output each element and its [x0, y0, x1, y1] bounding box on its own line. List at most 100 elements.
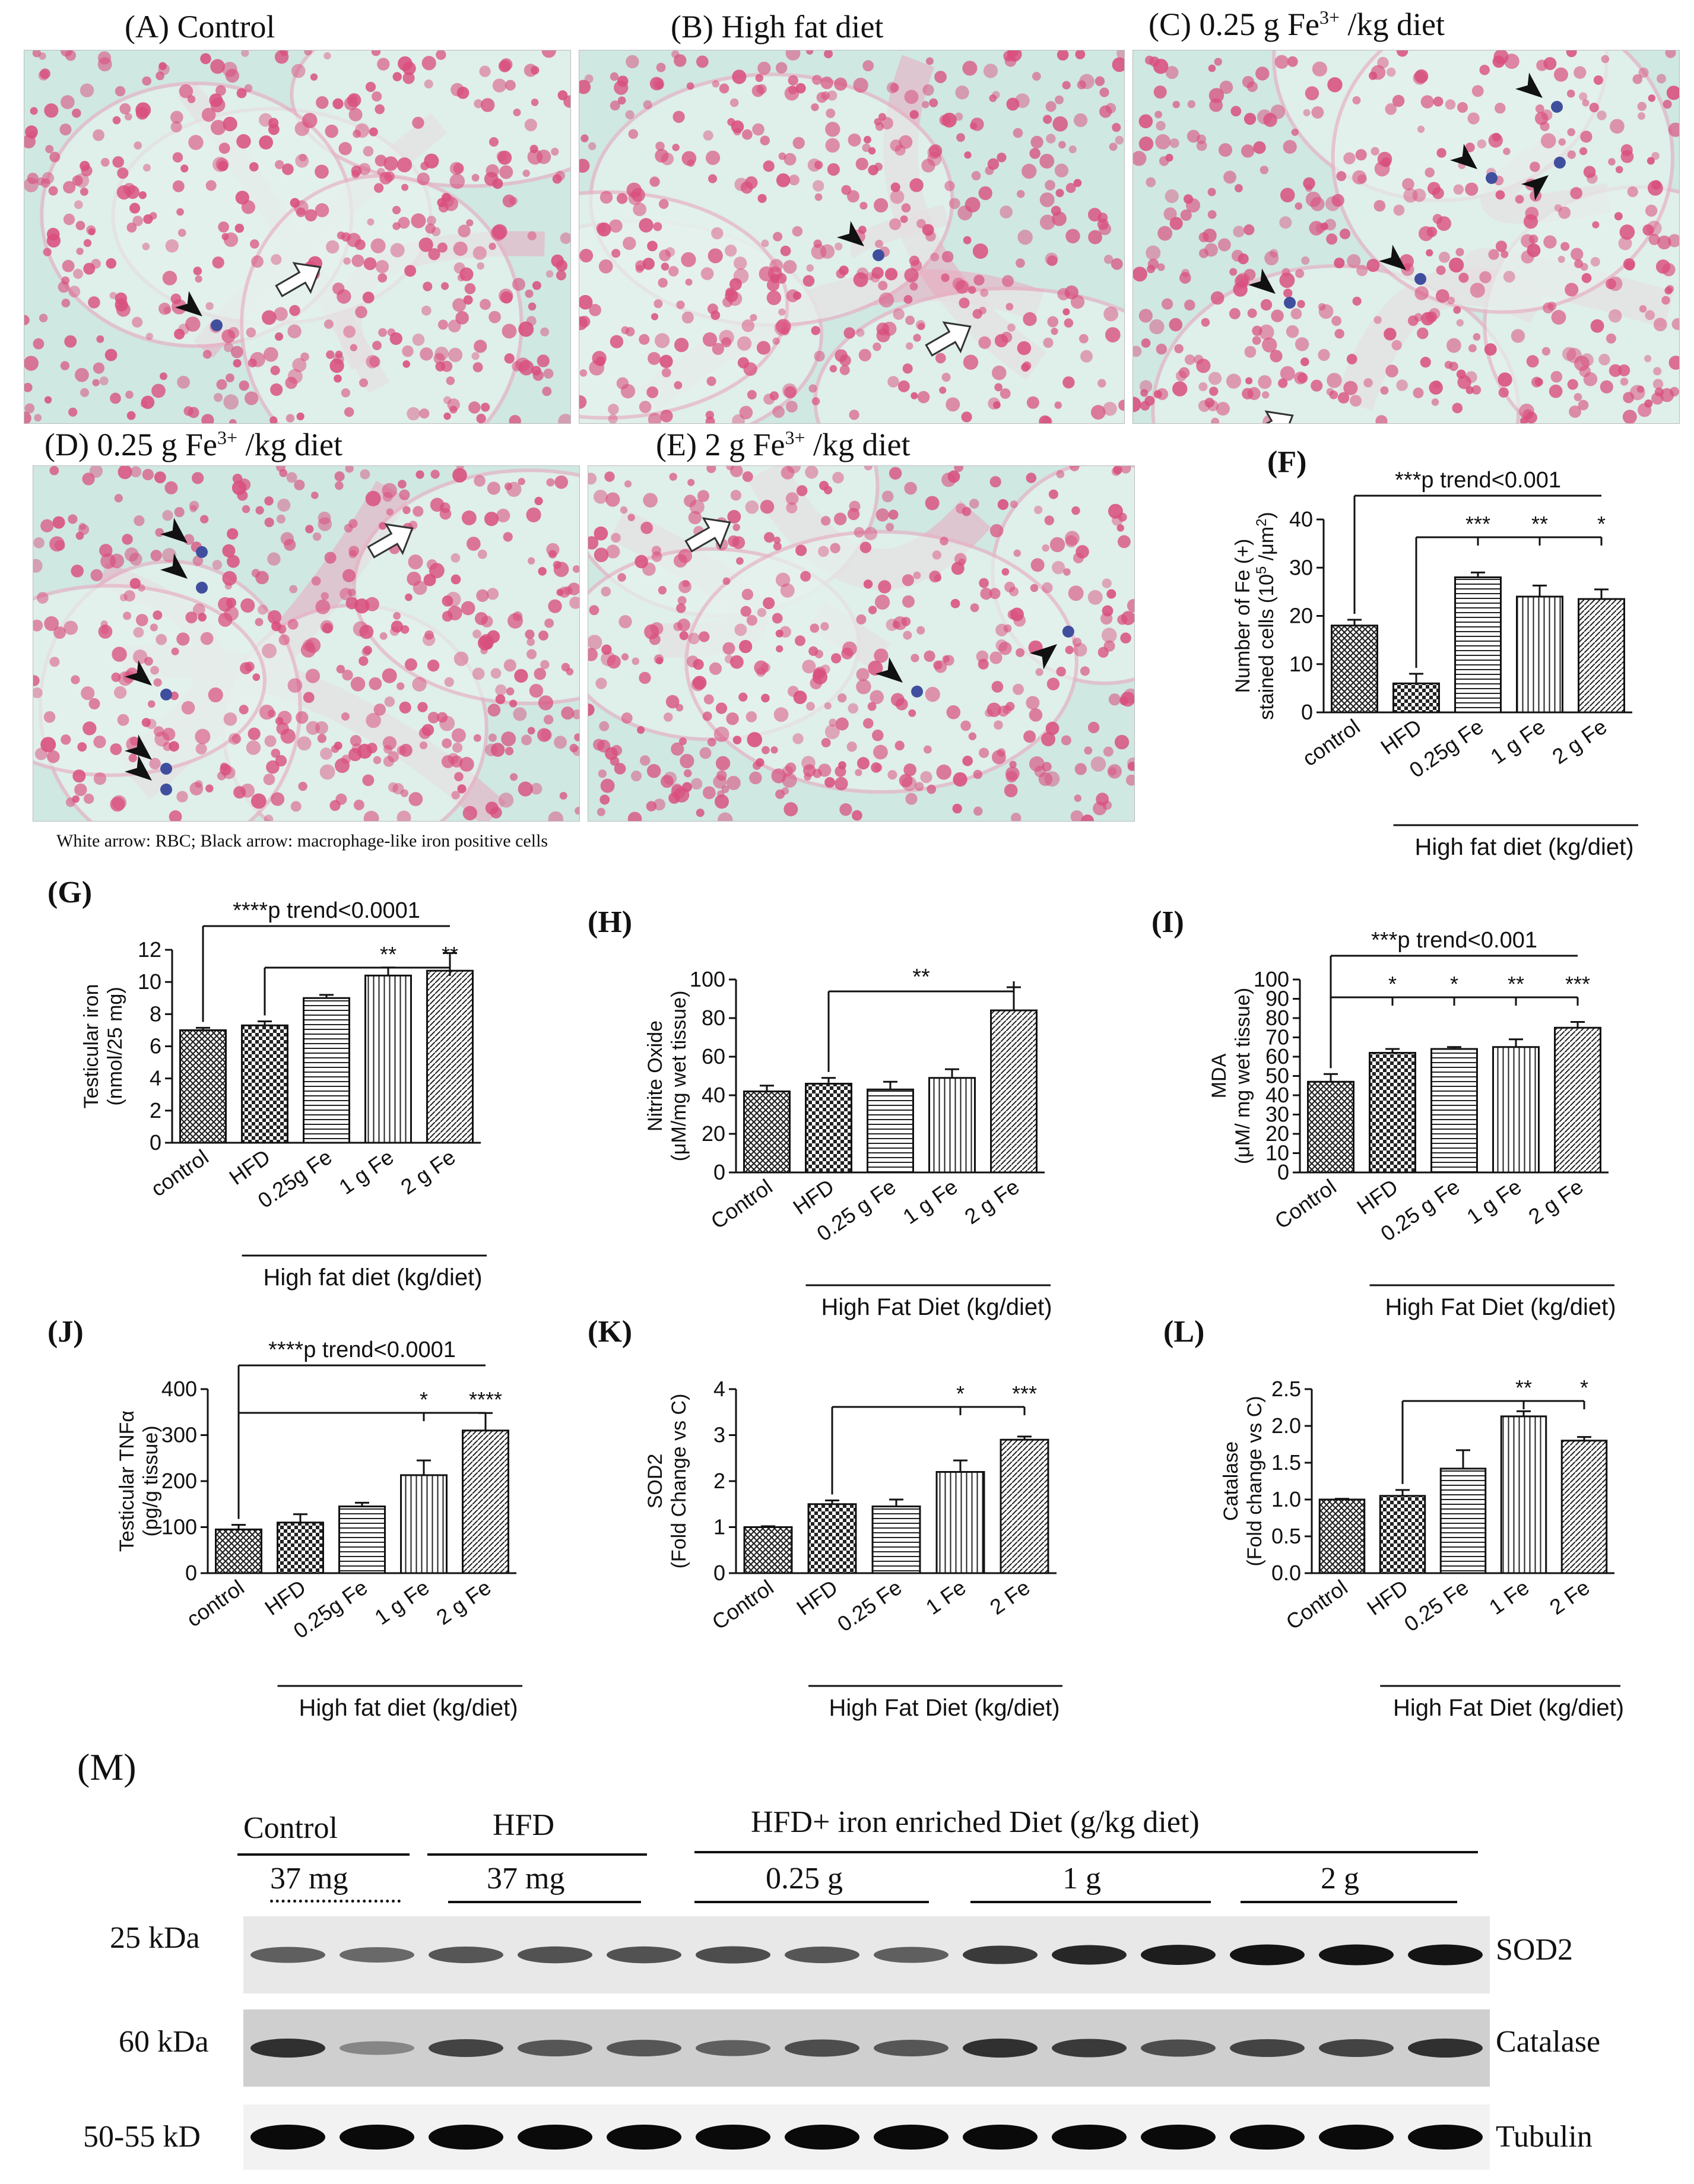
cell-nucleus: [925, 57, 934, 65]
cell-nucleus: [1006, 97, 1020, 111]
cell-nucleus: [1622, 410, 1637, 423]
cell-nucleus: [775, 62, 788, 74]
cell-nucleus: [973, 274, 985, 286]
cell-nucleus: [311, 576, 321, 586]
significance-stars: *: [1450, 972, 1458, 996]
cell-nucleus: [1049, 537, 1065, 553]
cell-nucleus: [686, 82, 694, 90]
cell-nucleus: [245, 661, 255, 672]
cell-nucleus: [830, 543, 840, 554]
y-label-part: /μm: [1255, 527, 1278, 566]
cell-nucleus: [719, 329, 734, 345]
cell-nucleus: [792, 291, 802, 300]
wb-dose-line-hfd: [448, 1901, 641, 1903]
cell-nucleus: [1056, 667, 1066, 677]
cell-nucleus: [763, 597, 775, 610]
cell-nucleus: [626, 182, 642, 198]
cell-nucleus: [820, 76, 833, 90]
cell-nucleus: [375, 104, 385, 115]
cell-nucleus: [621, 326, 629, 335]
blot-band: [1230, 2039, 1305, 2057]
cell-nucleus: [784, 85, 800, 101]
y-tick-label: 2: [150, 1098, 161, 1123]
cell-nucleus: [594, 547, 609, 562]
cell-nucleus: [890, 189, 905, 204]
cell-nucleus: [100, 620, 108, 628]
cell-nucleus: [61, 734, 71, 745]
cell-nucleus: [415, 470, 424, 479]
cell-nucleus: [24, 411, 31, 423]
cell-nucleus: [1157, 263, 1165, 271]
cell-nucleus: [1373, 199, 1386, 212]
cell-nucleus: [579, 80, 591, 94]
cell-nucleus: [160, 372, 167, 381]
cell-nucleus: [1065, 531, 1080, 546]
cell-nucleus: [1042, 582, 1053, 594]
cell-nucleus: [1413, 387, 1424, 398]
cell-nucleus: [1567, 379, 1578, 390]
cell-nucleus: [180, 164, 189, 173]
arrow-shape: [1247, 410, 1294, 423]
y-tick-label: 30: [1265, 1102, 1289, 1127]
cell-nucleus: [620, 506, 628, 514]
cell-nucleus: [1153, 58, 1169, 74]
cell-nucleus: [248, 727, 261, 740]
cell-nucleus: [1247, 308, 1257, 318]
cell-nucleus: [335, 481, 344, 490]
wb-dose-line-control: [270, 1900, 401, 1903]
cell-nucleus: [589, 303, 601, 316]
cell-nucleus: [760, 499, 775, 514]
cell-nucleus: [509, 196, 518, 205]
cell-nucleus: [311, 492, 319, 499]
cell-nucleus: [474, 99, 483, 109]
cell-nucleus: [336, 665, 345, 674]
cell-nucleus: [784, 386, 797, 398]
cell-nucleus: [33, 675, 40, 686]
cell-nucleus: [707, 737, 716, 747]
cell-nucleus: [534, 667, 547, 680]
cell-nucleus: [1495, 190, 1505, 200]
cell-nucleus: [620, 383, 636, 399]
wb-line-iron: [694, 1851, 1478, 1853]
cell-nucleus: [238, 478, 251, 491]
cell-nucleus: [948, 198, 960, 210]
cell-nucleus: [921, 159, 935, 173]
cell-nucleus: [132, 649, 148, 664]
cell-nucleus: [654, 333, 670, 348]
cell-nucleus: [371, 50, 381, 56]
cell-nucleus: [995, 623, 1008, 636]
cell-nucleus: [340, 588, 353, 601]
iron-positive-cell: [1486, 172, 1498, 184]
cell-nucleus: [1146, 177, 1156, 188]
cell-nucleus: [821, 738, 831, 747]
cell-nucleus: [220, 763, 231, 776]
cell-nucleus: [1600, 380, 1613, 394]
cell-nucleus: [916, 218, 926, 229]
cell-nucleus: [124, 113, 132, 121]
cell-nucleus: [579, 369, 588, 377]
cell-nucleus: [762, 746, 770, 755]
cell-nucleus: [142, 76, 152, 86]
bar: [338, 1505, 386, 1574]
cell-nucleus: [610, 100, 620, 111]
cell-nucleus: [242, 505, 250, 513]
cell-nucleus: [229, 419, 237, 423]
cell-nucleus: [941, 373, 951, 382]
cell-nucleus: [935, 353, 946, 364]
cell-nucleus: [271, 621, 281, 632]
cell-nucleus: [924, 650, 935, 662]
cell-nucleus: [687, 478, 695, 486]
cell-nucleus: [287, 678, 303, 693]
y-tick-label: 4: [150, 1066, 161, 1091]
cell-nucleus: [24, 403, 35, 414]
cell-nucleus: [1034, 505, 1043, 515]
cell-nucleus: [524, 118, 537, 132]
cell-nucleus: [522, 169, 530, 177]
cell-nucleus: [259, 135, 274, 150]
cell-nucleus: [1414, 69, 1429, 84]
cell-nucleus: [751, 84, 764, 97]
cell-nucleus: [729, 278, 742, 291]
cell-nucleus: [788, 75, 798, 86]
cell-nucleus: [749, 771, 762, 785]
